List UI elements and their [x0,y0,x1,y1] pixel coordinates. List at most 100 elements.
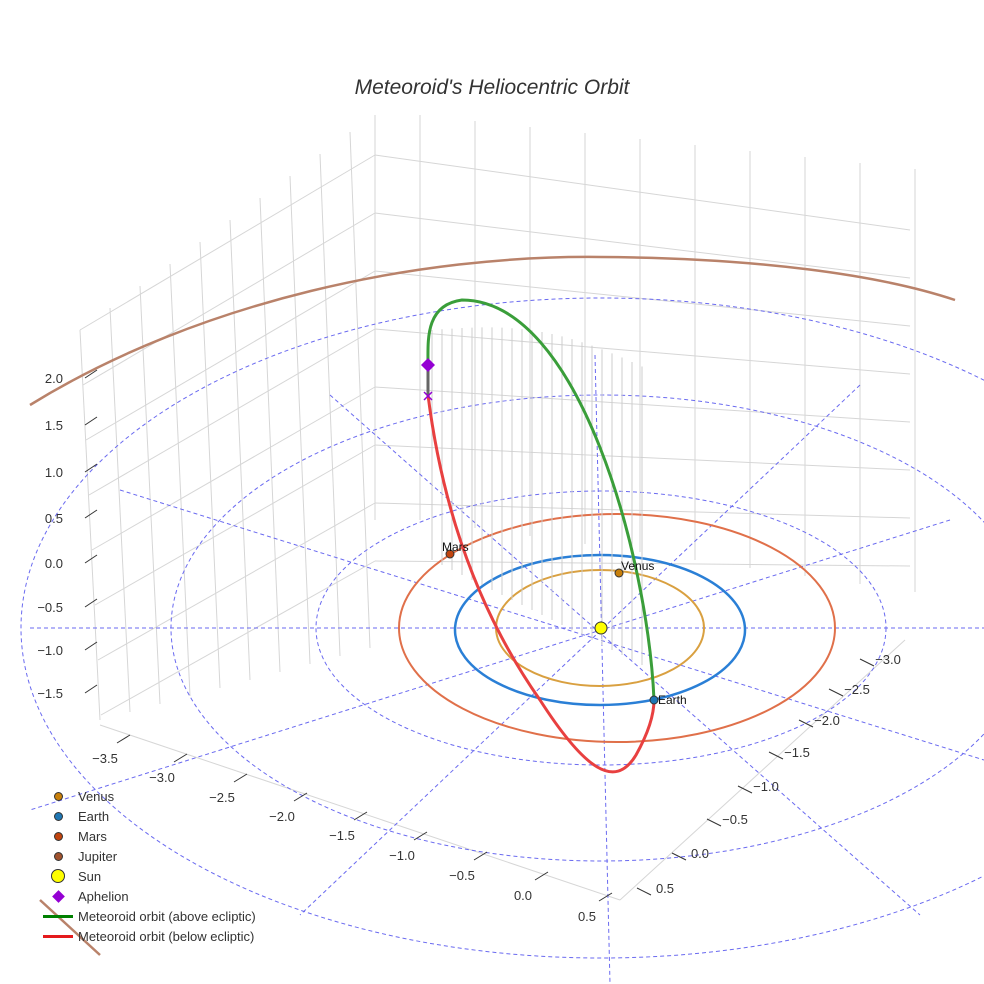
legend-label: Meteoroid orbit (above ecliptic) [78,908,256,924]
venus-label: Venus [621,559,654,573]
x-tick-label: −2.5 [209,790,235,805]
earth-marker [649,695,659,705]
circle-icon [38,791,78,801]
legend-item[interactable]: Meteoroid orbit (above ecliptic) [38,906,256,926]
z-tick-mark [84,554,98,564]
grid-line [259,197,281,673]
grid-line [91,386,376,551]
x-tick-mark [473,851,488,861]
y-tick-mark [737,785,753,794]
meteoroid-projection-lines [431,327,643,665]
grid-line [374,328,911,375]
y-tick-label: −1.0 [753,779,779,794]
x-tick-mark [598,892,613,902]
x-tick-mark [233,773,248,783]
y-axis-ticks: −3.0 −2.5 −2.0 −1.5 −1.0 −0.5 0.0 0.5 [636,652,901,896]
y-tick-mark [768,751,784,760]
legend-item[interactable]: Mars [38,826,256,846]
grid-line [97,502,376,661]
sun-marker [594,621,608,635]
ecliptic-ring [20,297,984,959]
mars-orbit [398,513,836,743]
legend-item[interactable]: Sun [38,866,256,886]
circle-icon [38,869,78,883]
z-tick-label: 2.0 [45,371,63,386]
grid-line [169,263,191,697]
grid-line [319,153,341,657]
legend-item[interactable]: Earth [38,806,256,826]
line-swatch-icon [38,914,78,918]
legend-label: Sun [78,868,102,884]
x-tick-mark [116,734,131,744]
line-swatch-icon [38,934,78,938]
ecliptic-radial-line [329,394,921,916]
aphelion-marker [421,358,435,372]
grid-lines [79,115,916,901]
y-tick-label: −2.0 [814,713,840,728]
legend-label: Jupiter [78,848,118,864]
z-tick-mark [84,463,98,473]
x-tick-label: −1.5 [329,828,355,843]
legend-item[interactable]: Meteoroid orbit (below ecliptic) [38,926,256,946]
y-tick-mark [706,818,722,827]
earth-label: Earth [658,693,687,707]
grid-line [349,131,371,649]
y-tick-mark [798,719,814,728]
z-tick-label: 1.5 [45,418,63,433]
jupiter-orbit-lower [39,899,101,956]
axis-line-y [619,639,906,901]
circle-icon [38,811,78,821]
y-tick-label: 0.5 [656,881,674,896]
y-tick-label: −2.5 [844,682,870,697]
diamond-icon [38,889,78,903]
z-tick-mark [84,598,98,608]
y-tick-mark [859,658,875,667]
z-tick-label: 0.0 [45,556,63,571]
grid-line [100,560,376,716]
earth-orbit [453,553,747,707]
legend[interactable]: Venus Earth Mars Jupiter Sun Aphelion Meteoroi… [38,786,256,946]
meteoroid-orbit-below [426,394,656,774]
grid-line [229,219,251,681]
grid-line [88,328,376,496]
legend-label: Aphelion [78,888,129,904]
grid-line [79,154,376,331]
x-tick-mark [353,811,368,821]
legend-item[interactable]: Aphelion [38,886,256,906]
ecliptic-grid [20,297,984,984]
legend-item[interactable]: Jupiter [38,846,256,866]
y-tick-mark [636,887,652,896]
legend-label: Venus [78,788,115,804]
legend-label: Meteoroid orbit (below ecliptic) [78,928,255,944]
x-tick-label: −0.5 [449,868,475,883]
grid-line [199,241,221,689]
z-tick-label: −1.0 [37,643,63,658]
grid-line [94,444,376,606]
grid-line [85,270,376,441]
grid-line [289,175,311,665]
grid-line [82,212,376,386]
grid-line [139,285,161,705]
legend-item[interactable]: Venus [38,786,256,806]
y-tick-label: 0.0 [691,846,709,861]
ecliptic-radial-line [299,384,861,916]
legend-label: Earth [78,808,110,824]
x-tick-label: −3.0 [149,770,175,785]
mars-marker [445,549,455,559]
x-tick-mark [293,792,308,802]
x-tick-mark [413,831,428,841]
z-tick-label: 0.5 [45,511,63,526]
x-tick-label: 0.0 [514,888,532,903]
mars-label: Mars [442,540,469,554]
y-tick-label: −0.5 [722,812,748,827]
y-tick-mark [828,688,844,697]
z-tick-label: 1.0 [45,465,63,480]
grid-line [374,154,911,231]
circle-icon [38,831,78,841]
x-axis-ticks: −3.5 −3.0 −2.5 −2.0 −1.5 −1.0 −0.5 0.0 0.5 [92,734,613,924]
grid-line [109,307,131,713]
perihelion-x-marker [423,391,433,401]
x-tick-label: 0.5 [578,909,596,924]
